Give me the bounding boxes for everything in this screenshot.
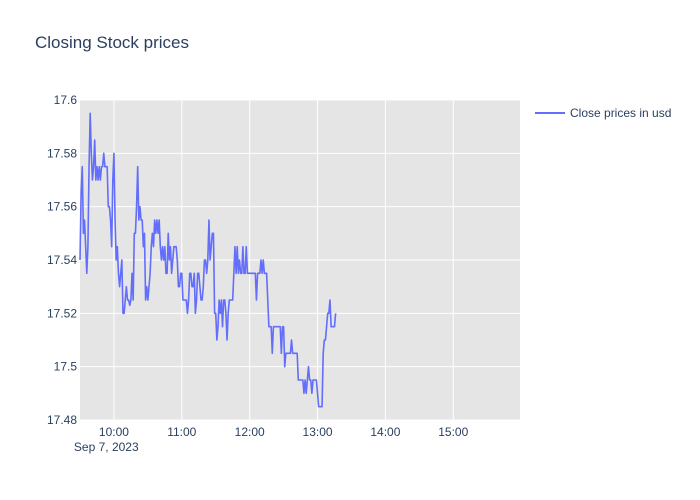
gridlines bbox=[80, 99, 520, 421]
legend[interactable]: Close prices in usd bbox=[535, 106, 671, 120]
x-tick-label: 14:00 bbox=[370, 425, 400, 439]
y-tick-label: 17.6 bbox=[54, 93, 78, 107]
y-tick-label: 17.54 bbox=[47, 253, 77, 267]
legend-swatch bbox=[535, 112, 565, 114]
x-date-label: Sep 7, 2023 bbox=[74, 440, 139, 454]
y-tick-label: 17.52 bbox=[47, 306, 77, 320]
x-tick-label: 13:00 bbox=[303, 425, 333, 439]
x-tick-label: 15:00 bbox=[438, 425, 468, 439]
y-axis: 17.48 17.5 17.52 17.54 17.56 17.58 17.6 bbox=[47, 93, 77, 427]
y-tick-label: 17.56 bbox=[47, 200, 77, 214]
series-line[interactable] bbox=[79, 112, 337, 408]
y-tick-label: 17.48 bbox=[47, 413, 77, 427]
y-tick-label: 17.58 bbox=[47, 146, 77, 160]
x-tick-label: 12:00 bbox=[235, 425, 265, 439]
y-tick-label: 17.5 bbox=[54, 360, 78, 374]
x-axis: 10:00 11:00 12:00 13:00 14:00 15:00 Sep 7, 202… bbox=[74, 425, 469, 454]
x-tick-label: 10:00 bbox=[99, 425, 129, 439]
x-tick-label: 11:00 bbox=[167, 425, 196, 439]
legend-label: Close prices in usd bbox=[570, 106, 672, 120]
series-layer bbox=[79, 112, 337, 408]
chart-title: Closing Stock prices bbox=[35, 33, 190, 52]
